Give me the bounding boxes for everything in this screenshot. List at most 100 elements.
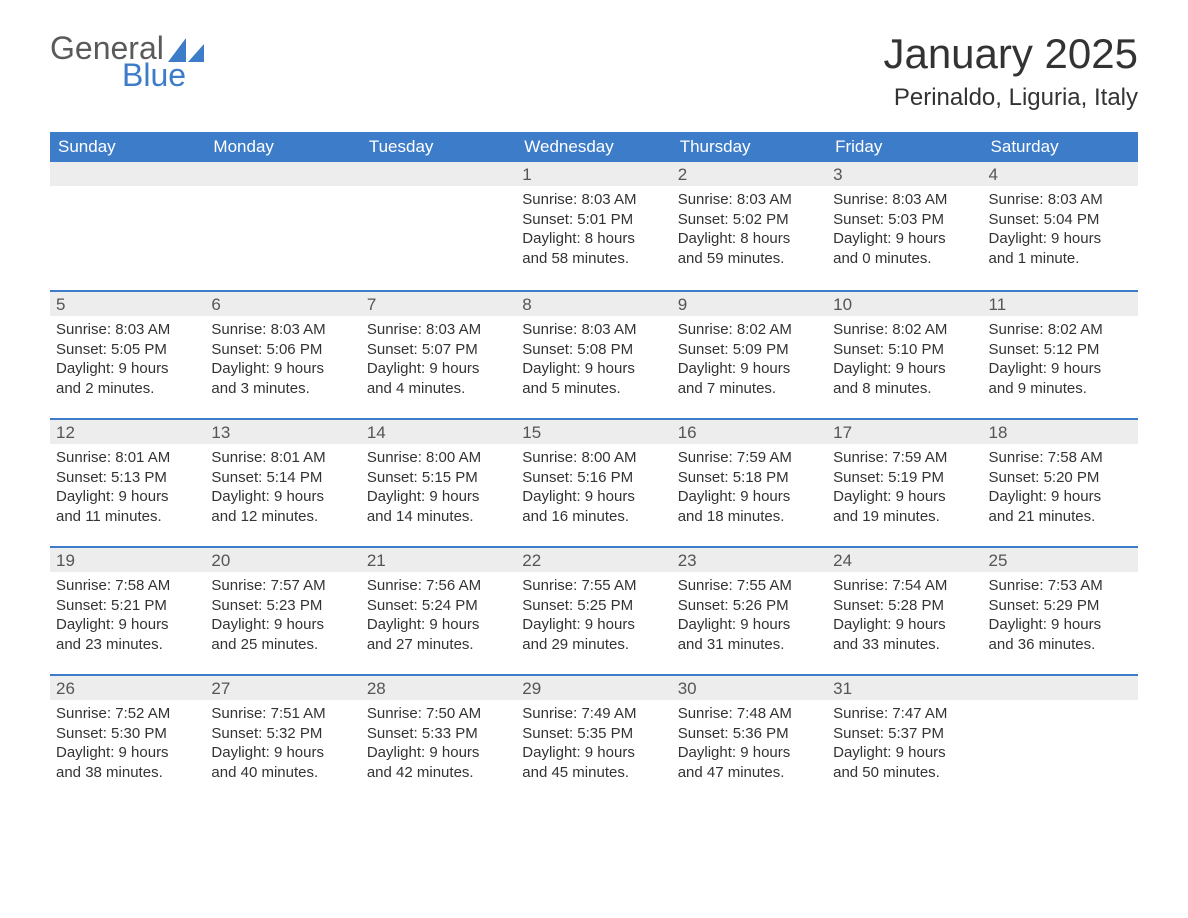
day-number: 8 bbox=[516, 292, 671, 316]
logo-text-blue: Blue bbox=[122, 57, 204, 94]
daylight-text: and 4 minutes. bbox=[367, 379, 510, 399]
day-cell: 17Sunrise: 7:59 AMSunset: 5:19 PMDayligh… bbox=[827, 420, 982, 546]
day-body: Sunrise: 7:59 AMSunset: 5:18 PMDaylight:… bbox=[672, 444, 827, 536]
daylight-text: Daylight: 9 hours bbox=[833, 743, 976, 763]
sunset-text: Sunset: 5:14 PM bbox=[211, 468, 354, 488]
day-number: 14 bbox=[361, 420, 516, 444]
sunrise-text: Sunrise: 7:57 AM bbox=[211, 576, 354, 596]
sunset-text: Sunset: 5:30 PM bbox=[56, 724, 199, 744]
week-row: 26Sunrise: 7:52 AMSunset: 5:30 PMDayligh… bbox=[50, 674, 1138, 802]
sunset-text: Sunset: 5:28 PM bbox=[833, 596, 976, 616]
day-cell: 9Sunrise: 8:02 AMSunset: 5:09 PMDaylight… bbox=[672, 292, 827, 418]
sunrise-text: Sunrise: 7:54 AM bbox=[833, 576, 976, 596]
day-number bbox=[361, 162, 516, 186]
daylight-text: Daylight: 9 hours bbox=[56, 743, 199, 763]
daylight-text: Daylight: 9 hours bbox=[522, 615, 665, 635]
logo: General Blue bbox=[50, 30, 204, 94]
day-number: 28 bbox=[361, 676, 516, 700]
day-number: 13 bbox=[205, 420, 360, 444]
daylight-text: Daylight: 8 hours bbox=[522, 229, 665, 249]
daylight-text: and 58 minutes. bbox=[522, 249, 665, 269]
day-body: Sunrise: 7:54 AMSunset: 5:28 PMDaylight:… bbox=[827, 572, 982, 664]
daylight-text: and 31 minutes. bbox=[678, 635, 821, 655]
daylight-text: and 11 minutes. bbox=[56, 507, 199, 527]
sunrise-text: Sunrise: 7:48 AM bbox=[678, 704, 821, 724]
day-body: Sunrise: 8:01 AMSunset: 5:14 PMDaylight:… bbox=[205, 444, 360, 536]
daylight-text: Daylight: 9 hours bbox=[522, 359, 665, 379]
daylight-text: and 40 minutes. bbox=[211, 763, 354, 783]
sunset-text: Sunset: 5:33 PM bbox=[367, 724, 510, 744]
day-body: Sunrise: 7:50 AMSunset: 5:33 PMDaylight:… bbox=[361, 700, 516, 792]
sunrise-text: Sunrise: 7:58 AM bbox=[56, 576, 199, 596]
day-number: 3 bbox=[827, 162, 982, 186]
day-number: 10 bbox=[827, 292, 982, 316]
week-row: 1Sunrise: 8:03 AMSunset: 5:01 PMDaylight… bbox=[50, 162, 1138, 290]
daylight-text: and 59 minutes. bbox=[678, 249, 821, 269]
sunrise-text: Sunrise: 8:03 AM bbox=[833, 190, 976, 210]
day-body: Sunrise: 7:53 AMSunset: 5:29 PMDaylight:… bbox=[983, 572, 1138, 664]
daylight-text: Daylight: 9 hours bbox=[678, 743, 821, 763]
month-title: January 2025 bbox=[883, 30, 1138, 78]
week-row: 19Sunrise: 7:58 AMSunset: 5:21 PMDayligh… bbox=[50, 546, 1138, 674]
day-number: 4 bbox=[983, 162, 1138, 186]
weekday-header-row: SundayMondayTuesdayWednesdayThursdayFrid… bbox=[50, 132, 1138, 162]
daylight-text: Daylight: 9 hours bbox=[367, 359, 510, 379]
day-cell bbox=[205, 162, 360, 290]
sunset-text: Sunset: 5:07 PM bbox=[367, 340, 510, 360]
daylight-text: Daylight: 9 hours bbox=[989, 229, 1132, 249]
day-body: Sunrise: 8:01 AMSunset: 5:13 PMDaylight:… bbox=[50, 444, 205, 536]
daylight-text: Daylight: 9 hours bbox=[989, 359, 1132, 379]
weekday-header-cell: Saturday bbox=[983, 132, 1138, 162]
daylight-text: Daylight: 9 hours bbox=[833, 487, 976, 507]
daylight-text: and 50 minutes. bbox=[833, 763, 976, 783]
day-body: Sunrise: 8:03 AMSunset: 5:06 PMDaylight:… bbox=[205, 316, 360, 408]
daylight-text: Daylight: 9 hours bbox=[56, 487, 199, 507]
daylight-text: and 45 minutes. bbox=[522, 763, 665, 783]
sunset-text: Sunset: 5:24 PM bbox=[367, 596, 510, 616]
day-body: Sunrise: 8:03 AMSunset: 5:08 PMDaylight:… bbox=[516, 316, 671, 408]
daylight-text: and 3 minutes. bbox=[211, 379, 354, 399]
sunrise-text: Sunrise: 7:59 AM bbox=[833, 448, 976, 468]
day-number: 6 bbox=[205, 292, 360, 316]
sunrise-text: Sunrise: 8:03 AM bbox=[989, 190, 1132, 210]
week-row: 5Sunrise: 8:03 AMSunset: 5:05 PMDaylight… bbox=[50, 290, 1138, 418]
sunset-text: Sunset: 5:02 PM bbox=[678, 210, 821, 230]
daylight-text: and 38 minutes. bbox=[56, 763, 199, 783]
daylight-text: Daylight: 9 hours bbox=[367, 487, 510, 507]
day-cell: 15Sunrise: 8:00 AMSunset: 5:16 PMDayligh… bbox=[516, 420, 671, 546]
weekday-header-cell: Friday bbox=[827, 132, 982, 162]
daylight-text: and 0 minutes. bbox=[833, 249, 976, 269]
day-cell: 27Sunrise: 7:51 AMSunset: 5:32 PMDayligh… bbox=[205, 676, 360, 802]
sunset-text: Sunset: 5:23 PM bbox=[211, 596, 354, 616]
daylight-text: Daylight: 9 hours bbox=[367, 743, 510, 763]
daylight-text: and 16 minutes. bbox=[522, 507, 665, 527]
day-number: 21 bbox=[361, 548, 516, 572]
sunset-text: Sunset: 5:06 PM bbox=[211, 340, 354, 360]
daylight-text: and 29 minutes. bbox=[522, 635, 665, 655]
sunrise-text: Sunrise: 8:02 AM bbox=[678, 320, 821, 340]
day-cell: 26Sunrise: 7:52 AMSunset: 5:30 PMDayligh… bbox=[50, 676, 205, 802]
day-body: Sunrise: 7:49 AMSunset: 5:35 PMDaylight:… bbox=[516, 700, 671, 792]
day-body: Sunrise: 7:59 AMSunset: 5:19 PMDaylight:… bbox=[827, 444, 982, 536]
day-body: Sunrise: 7:55 AMSunset: 5:25 PMDaylight:… bbox=[516, 572, 671, 664]
daylight-text: and 27 minutes. bbox=[367, 635, 510, 655]
daylight-text: and 7 minutes. bbox=[678, 379, 821, 399]
daylight-text: Daylight: 9 hours bbox=[989, 615, 1132, 635]
daylight-text: Daylight: 9 hours bbox=[211, 487, 354, 507]
day-cell: 24Sunrise: 7:54 AMSunset: 5:28 PMDayligh… bbox=[827, 548, 982, 674]
day-body: Sunrise: 7:48 AMSunset: 5:36 PMDaylight:… bbox=[672, 700, 827, 792]
daylight-text: and 8 minutes. bbox=[833, 379, 976, 399]
daylight-text: Daylight: 9 hours bbox=[833, 359, 976, 379]
daylight-text: Daylight: 9 hours bbox=[211, 615, 354, 635]
day-cell: 10Sunrise: 8:02 AMSunset: 5:10 PMDayligh… bbox=[827, 292, 982, 418]
day-body: Sunrise: 8:02 AMSunset: 5:09 PMDaylight:… bbox=[672, 316, 827, 408]
day-cell: 3Sunrise: 8:03 AMSunset: 5:03 PMDaylight… bbox=[827, 162, 982, 290]
sunset-text: Sunset: 5:12 PM bbox=[989, 340, 1132, 360]
day-body: Sunrise: 8:03 AMSunset: 5:07 PMDaylight:… bbox=[361, 316, 516, 408]
day-cell: 20Sunrise: 7:57 AMSunset: 5:23 PMDayligh… bbox=[205, 548, 360, 674]
day-cell: 30Sunrise: 7:48 AMSunset: 5:36 PMDayligh… bbox=[672, 676, 827, 802]
day-body: Sunrise: 7:58 AMSunset: 5:20 PMDaylight:… bbox=[983, 444, 1138, 536]
weekday-header-cell: Tuesday bbox=[361, 132, 516, 162]
location-subtitle: Perinaldo, Liguria, Italy bbox=[883, 84, 1138, 112]
day-cell: 23Sunrise: 7:55 AMSunset: 5:26 PMDayligh… bbox=[672, 548, 827, 674]
